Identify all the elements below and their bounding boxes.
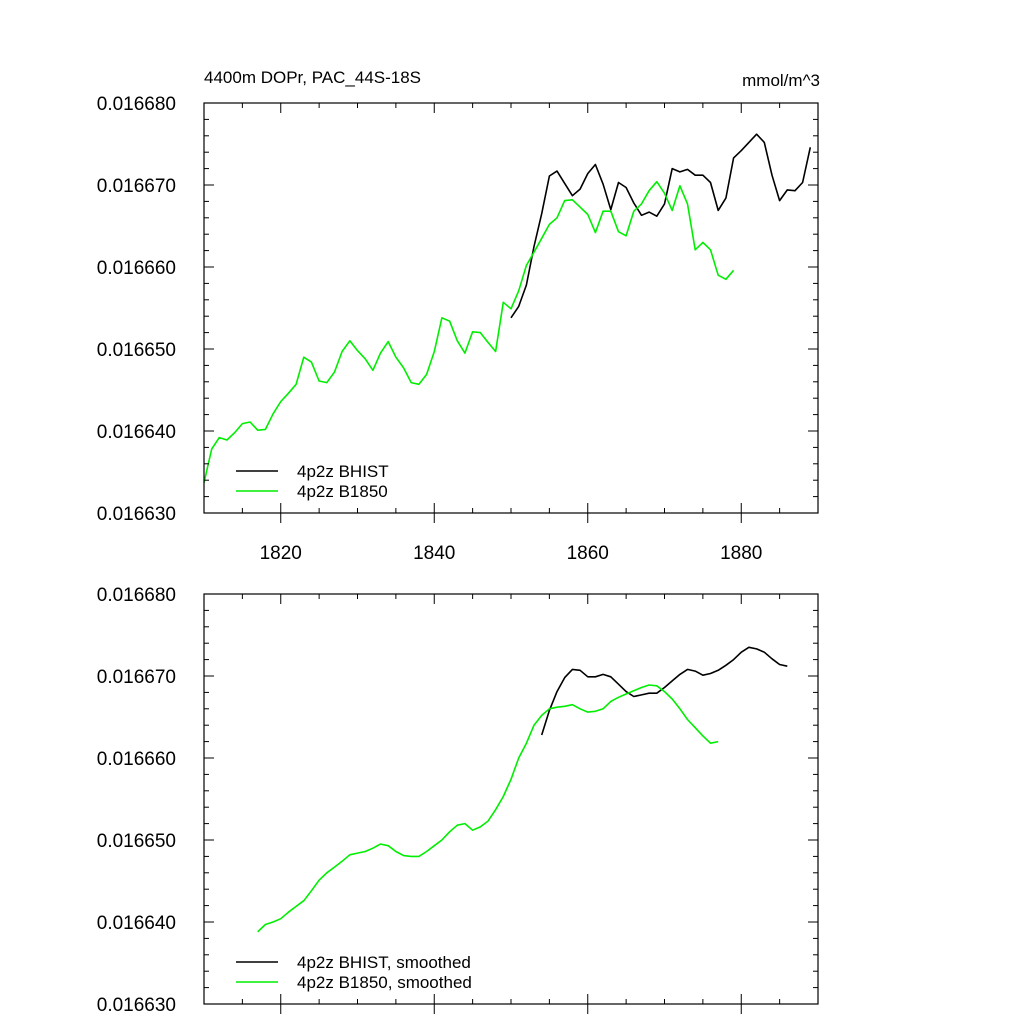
axis-ticks (203, 102, 819, 523)
chart-title: 4400m DOPr, PAC_44S-18S (204, 68, 421, 87)
x-tick-labels: 1820 1840 1860 1880 (260, 543, 763, 564)
y-tick-label: 0.016670 (97, 667, 176, 688)
y-tick-labels: 0.016680 0.016670 0.016660 0.016650 0.01… (97, 585, 176, 1016)
legend: 4p2z BHIST, smoothed 4p2z B1850, smoothe… (236, 953, 472, 992)
x-tick-label: 1880 (720, 543, 762, 564)
series-line-1 (203, 180, 735, 483)
series-line-0 (540, 646, 788, 736)
y-tick-labels: 0.016680 0.016670 0.016660 0.016650 0.01… (97, 94, 176, 525)
x-tick-label: 1840 (413, 543, 455, 564)
y-tick-label: 0.016660 (97, 749, 176, 770)
y-tick-label: 0.016680 (97, 94, 176, 115)
plot-frame (203, 593, 819, 1005)
y-tick-label: 0.016630 (97, 504, 176, 525)
y-tick-label: 0.016640 (97, 422, 176, 443)
y-tick-label: 0.016640 (97, 913, 176, 934)
plot-lines (203, 133, 812, 483)
legend-label-bhist-smoothed: 4p2z BHIST, smoothed (297, 953, 471, 972)
plot-lines (257, 646, 788, 933)
y-tick-label: 0.016660 (97, 258, 176, 279)
y-tick-label: 0.016630 (97, 995, 176, 1016)
y-tick-label: 0.016680 (97, 585, 176, 606)
y-tick-label: 0.016650 (97, 340, 176, 361)
y-tick-label: 0.016670 (97, 176, 176, 197)
series-line-1 (257, 684, 719, 933)
x-tick-label: 1860 (567, 543, 609, 564)
bottom-panel: 0.016680 0.016670 0.016660 0.016650 0.01… (97, 585, 819, 1016)
legend-label-b1850: 4p2z B1850 (297, 482, 388, 501)
legend: 4p2z BHIST 4p2z B1850 (236, 462, 389, 501)
legend-label-bhist: 4p2z BHIST (297, 462, 389, 481)
series-line-0 (510, 133, 812, 319)
x-tick-label: 1820 (260, 543, 302, 564)
y-tick-label: 0.016650 (97, 831, 176, 852)
plot-frame (203, 102, 819, 514)
units-label: mmol/m^3 (742, 71, 820, 90)
legend-label-b1850-smoothed: 4p2z B1850, smoothed (297, 973, 472, 992)
top-panel: 4400m DOPr, PAC_44S-18S mmol/m^3 0.01668… (97, 68, 820, 564)
